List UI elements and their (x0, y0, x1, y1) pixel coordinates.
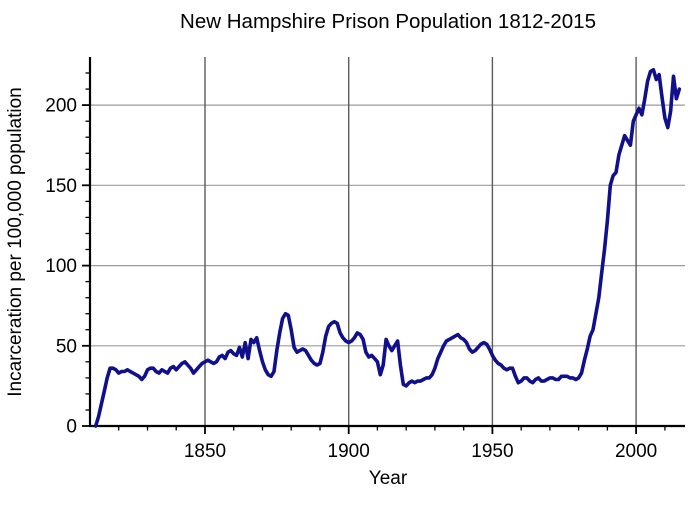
x-tick-label: 2000 (615, 441, 657, 462)
y-tick-label: 50 (56, 336, 77, 357)
axis-ticks (82, 72, 666, 434)
data-line (93, 68, 682, 428)
x-axis-label: Year (369, 468, 408, 489)
y-axis-label: Incarceration per 100,000 population (5, 87, 26, 397)
x-tick-label: 1950 (471, 441, 513, 462)
x-tick-label: 1850 (184, 441, 226, 462)
y-tick-label: 100 (45, 256, 77, 277)
y-tick-label: 200 (45, 96, 77, 117)
axis-spines (88, 57, 685, 428)
chart-title: New Hampshire Prison Population 1812-201… (180, 10, 596, 33)
tick-labels: 1850 1900 1950 2000 0 50 100 150 200 (45, 96, 657, 462)
x-tick-label: 1900 (328, 441, 370, 462)
vertical-gridlines (204, 57, 637, 426)
y-tick-label: 150 (45, 176, 77, 197)
y-tick-label: 0 (66, 417, 77, 438)
